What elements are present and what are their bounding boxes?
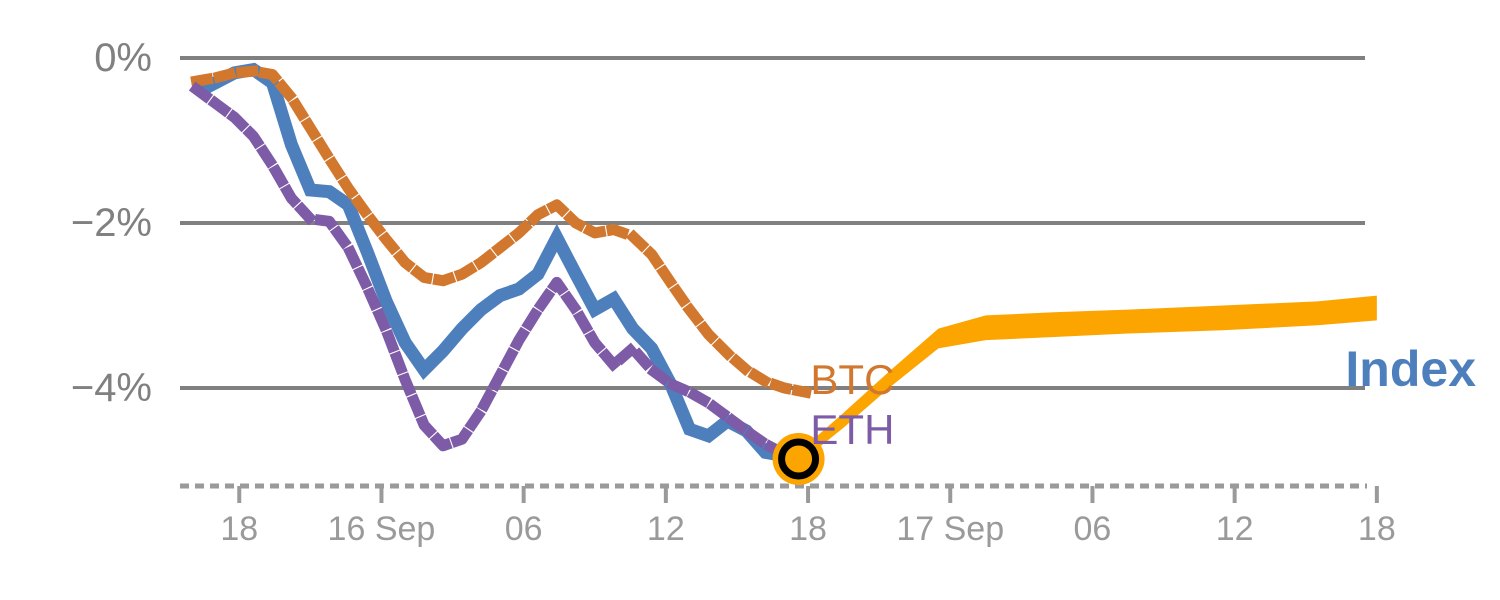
series-label-eth: ETH: [810, 405, 895, 453]
x-tick-label-3: 12: [646, 510, 685, 548]
y-tick-label-1: −2%: [70, 201, 152, 245]
marker-ring: [778, 438, 820, 480]
x-tick-label-5: 17 Sep: [896, 510, 1005, 548]
x-tick-label-7: 12: [1215, 510, 1254, 548]
y-tick-label-0: 0%: [94, 36, 152, 80]
series-label-btc: BTC: [810, 356, 895, 404]
x-tick-label-1: 16 Sep: [327, 510, 436, 548]
series-line-index: [193, 62, 799, 463]
series-line-btc: [190, 65, 813, 399]
x-tick-label-4: 18: [789, 510, 827, 548]
x-tick-label-2: 06: [504, 510, 543, 548]
current-value-marker[interactable]: [772, 432, 825, 485]
x-tick-label-8: 18: [1357, 510, 1396, 548]
series-lines: [188, 62, 813, 464]
forecast-band: [798, 295, 1377, 464]
series-line-eth: [188, 81, 806, 464]
x-tick-label-0: 18: [220, 510, 259, 548]
series-label-index: Index: [1345, 340, 1476, 397]
x-tick-label-6: 06: [1073, 510, 1112, 548]
x-axis-ticks: [237, 486, 1379, 503]
forecast-band-area: [798, 295, 1377, 464]
y-tick-label-2: −4%: [70, 366, 152, 410]
